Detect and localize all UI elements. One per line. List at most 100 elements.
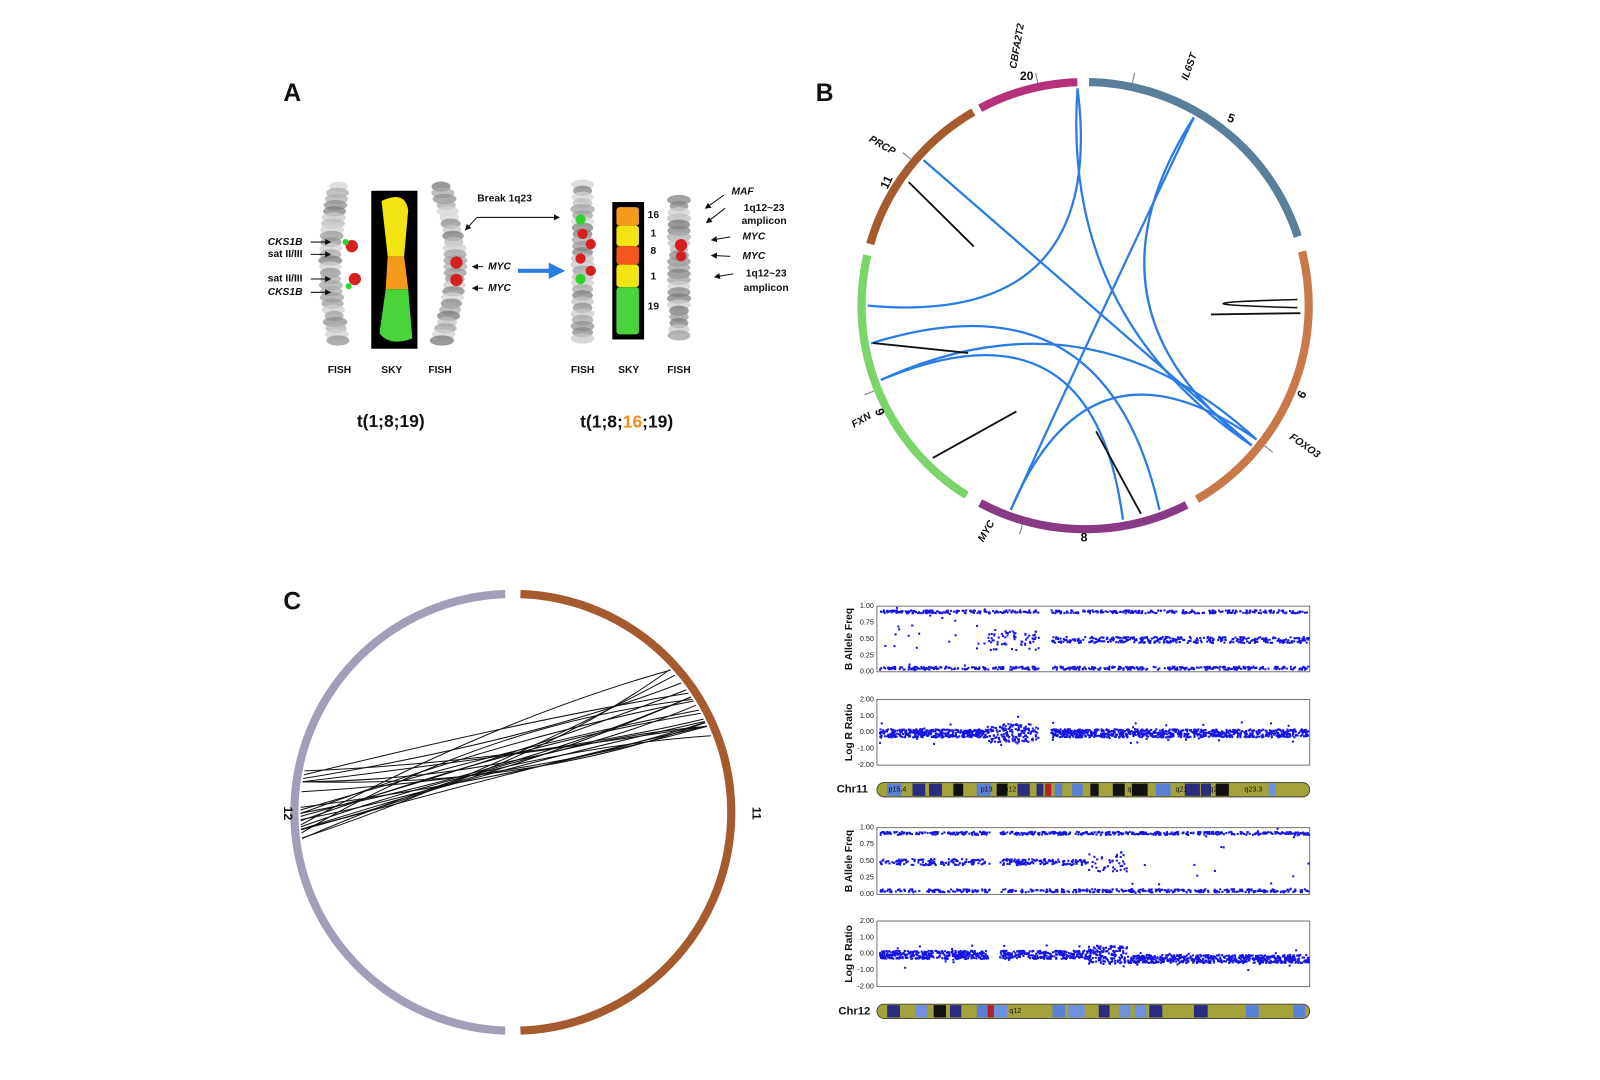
point — [1158, 833, 1161, 836]
point — [1089, 954, 1092, 957]
point — [1239, 734, 1242, 737]
point — [1142, 637, 1145, 640]
point — [957, 609, 960, 613]
point — [1163, 609, 1166, 612]
point — [1012, 666, 1015, 669]
point — [1179, 666, 1182, 669]
point — [1079, 639, 1082, 642]
point — [1031, 860, 1034, 863]
point — [921, 731, 924, 734]
point — [1296, 637, 1299, 640]
point — [1158, 667, 1161, 670]
point — [1062, 637, 1065, 641]
link-curve — [301, 725, 708, 840]
point — [910, 863, 913, 866]
gene-tick — [1264, 445, 1273, 453]
point — [942, 611, 945, 614]
point — [1226, 958, 1229, 961]
point — [1203, 666, 1206, 669]
point — [879, 668, 882, 671]
point — [984, 666, 987, 669]
point — [911, 730, 914, 733]
point — [1073, 730, 1076, 733]
point — [1088, 612, 1091, 615]
point — [1122, 946, 1125, 949]
point — [955, 735, 958, 738]
point — [1162, 959, 1165, 962]
point — [1025, 832, 1028, 835]
point — [1155, 732, 1158, 735]
point — [1083, 949, 1086, 952]
label: MAF — [731, 186, 754, 197]
point — [1297, 833, 1300, 836]
point — [1224, 636, 1227, 639]
point — [1096, 611, 1099, 614]
point — [965, 830, 968, 833]
point — [899, 861, 902, 864]
point — [1289, 665, 1292, 668]
point — [1095, 641, 1098, 644]
point — [1062, 833, 1065, 836]
link-curve — [1009, 393, 1258, 511]
point — [1230, 960, 1233, 963]
point — [1155, 639, 1158, 642]
point — [927, 863, 930, 867]
point — [905, 860, 908, 863]
point — [1085, 730, 1088, 733]
point — [885, 832, 888, 835]
point — [1001, 667, 1005, 670]
point — [1240, 888, 1243, 891]
point — [1302, 833, 1305, 836]
point — [1009, 665, 1012, 668]
point — [1204, 959, 1207, 962]
point — [1195, 729, 1198, 733]
point — [950, 860, 953, 863]
point — [1072, 665, 1075, 668]
point — [1116, 612, 1119, 615]
point — [1130, 958, 1133, 961]
point — [1113, 728, 1116, 731]
point — [1102, 962, 1105, 965]
point — [983, 955, 986, 958]
point — [965, 668, 969, 671]
point — [1023, 610, 1026, 613]
point — [931, 611, 934, 614]
point — [890, 891, 893, 894]
point — [1089, 640, 1092, 643]
point — [1164, 732, 1167, 735]
point — [990, 726, 993, 729]
point — [1195, 961, 1198, 965]
point — [1052, 611, 1055, 614]
point — [961, 831, 964, 834]
point — [1125, 867, 1128, 870]
point — [1193, 728, 1196, 731]
point — [1301, 731, 1304, 734]
point — [1168, 729, 1171, 732]
point — [887, 831, 890, 834]
point — [976, 730, 979, 733]
point — [1055, 889, 1058, 893]
point — [995, 736, 998, 739]
point — [1165, 637, 1168, 640]
point — [894, 954, 897, 957]
link-curve — [301, 669, 671, 830]
point — [1182, 729, 1185, 732]
point — [1298, 638, 1301, 641]
point — [1107, 947, 1110, 950]
point — [928, 732, 931, 735]
point — [1102, 733, 1105, 736]
point — [1065, 735, 1068, 738]
point — [1235, 960, 1238, 963]
point — [956, 736, 959, 739]
point — [895, 606, 898, 609]
point — [907, 890, 910, 893]
point — [1304, 731, 1307, 734]
point — [1023, 732, 1026, 735]
point — [1242, 665, 1245, 668]
point — [920, 666, 923, 669]
point — [1193, 734, 1196, 737]
point — [1066, 730, 1069, 733]
point — [934, 864, 937, 867]
point — [1120, 639, 1123, 642]
gene-tick — [902, 152, 912, 160]
